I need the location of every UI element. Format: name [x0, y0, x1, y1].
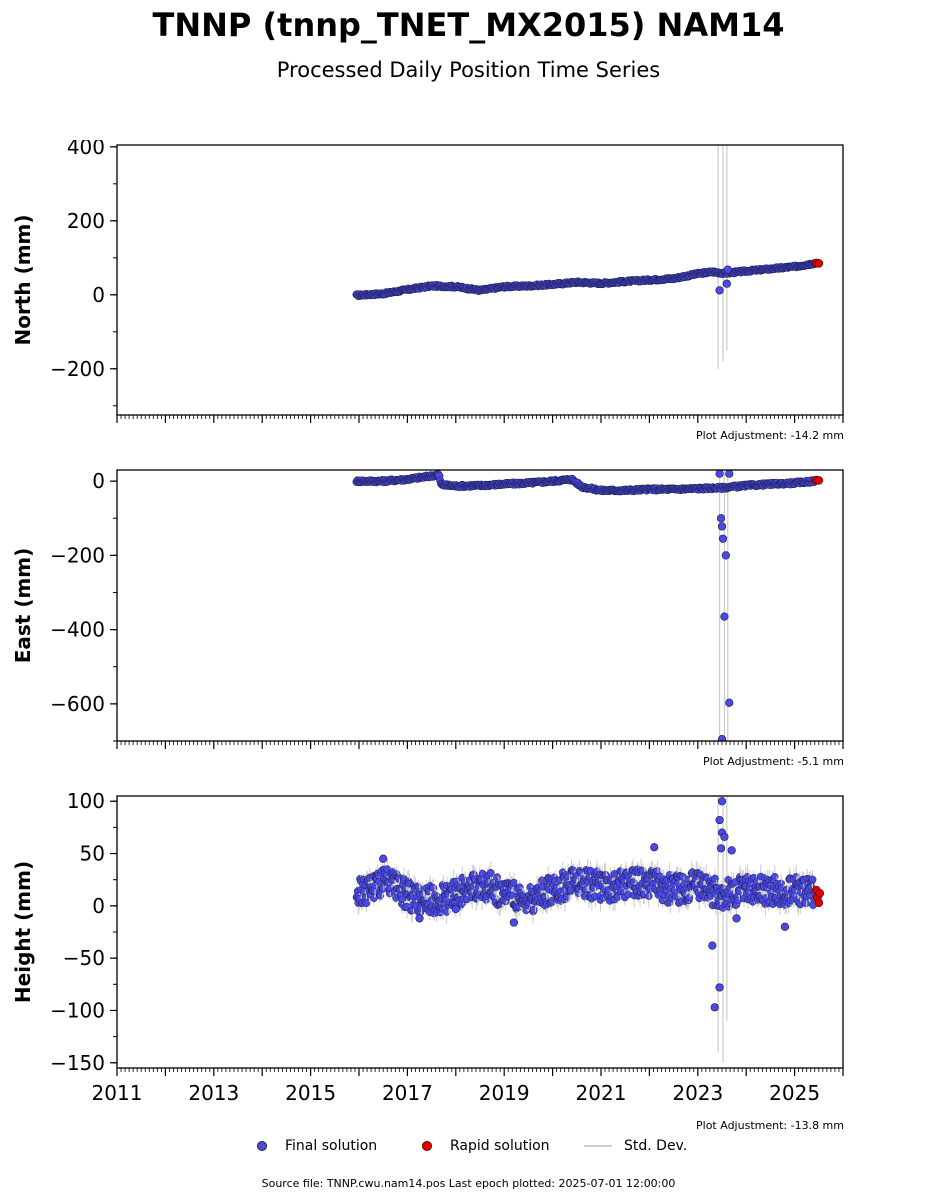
rapid-point	[815, 888, 825, 898]
final-point	[725, 470, 734, 478]
north-panel: −200 0 200 400 North (mm)	[0, 140, 937, 430]
y-tick-label: −200	[50, 357, 105, 381]
y-tick-label: −50	[63, 946, 105, 970]
x-tick-label: 2019	[479, 1081, 530, 1105]
legend-rapid-label: Rapid solution	[450, 1138, 550, 1154]
final-point	[715, 286, 724, 295]
final-point	[685, 893, 694, 902]
final-point	[721, 551, 730, 560]
final-point	[711, 874, 719, 883]
final-point	[725, 698, 734, 707]
final-point	[718, 534, 728, 543]
y-tick-label: −600	[50, 692, 105, 716]
legend-std: Std. Dev.	[584, 1138, 687, 1154]
x-tick-label: 2023	[672, 1081, 723, 1105]
final-point	[717, 797, 727, 806]
final-point	[808, 875, 817, 884]
rapid-point	[814, 259, 824, 268]
legend-final-label: Final solution	[285, 1138, 378, 1154]
source-file-note: Source file: TNNP.cwu.nam14.pos Last epo…	[261, 1177, 676, 1190]
legend-std-label: Std. Dev.	[624, 1138, 688, 1154]
height-plot-adjustment: Plot Adjustment: -13.8 mm	[696, 1119, 844, 1132]
east-plot-adjustment: Plot Adjustment: -5.1 mm	[703, 755, 844, 768]
y-tick-label: 0	[92, 469, 105, 493]
final-point	[770, 873, 779, 881]
plot-area	[352, 796, 825, 1063]
height-panel: −150 −100 −50 0 50 100 2011 2013 2015 2017 2019 202…	[0, 791, 937, 1111]
final-point	[716, 844, 726, 853]
y-axis-label: Height (mm)	[11, 861, 35, 1003]
east-panel: −600 −400 −200 0 East (mm)	[0, 465, 937, 755]
y-tick-label: 400	[67, 140, 105, 159]
chart-subtitle: Processed Daily Position Time Series	[276, 58, 661, 82]
y-tick-label: 0	[92, 283, 105, 307]
y-tick-label: −150	[50, 1051, 105, 1075]
final-point	[451, 904, 460, 914]
rapid-point	[814, 476, 824, 485]
final-point	[442, 908, 451, 916]
y-tick-label: 0	[92, 894, 105, 918]
final-point	[429, 883, 438, 892]
final-point	[715, 815, 724, 825]
legend-final: Final solution	[257, 1138, 377, 1154]
final-solution-marker-icon	[257, 1141, 267, 1151]
final-point	[509, 918, 518, 927]
final-point	[379, 854, 388, 863]
x-tick-label: 2017	[382, 1081, 433, 1105]
north-plot-adjustment: Plot Adjustment: -14.2 mm	[696, 429, 844, 442]
final-point	[802, 899, 810, 908]
x-tick-label: 2025	[769, 1081, 820, 1105]
y-tick-label: −100	[50, 998, 105, 1022]
final-point	[722, 279, 731, 288]
final-point	[720, 612, 729, 621]
final-point	[710, 1003, 719, 1012]
x-tick-label: 2011	[92, 1081, 143, 1105]
final-point	[415, 914, 424, 923]
plot-frame	[116, 469, 844, 742]
final-point	[723, 265, 732, 274]
rapid-point	[814, 898, 824, 908]
final-point	[672, 892, 680, 901]
final-point	[780, 922, 790, 931]
height-plot: −150 −100 −50 0 50 100 2011 2013 2015 2017 2019 202…	[11, 791, 844, 1105]
final-point	[529, 905, 538, 914]
final-point	[715, 470, 724, 478]
final-point	[715, 983, 724, 992]
final-point	[727, 846, 736, 855]
plot-area	[352, 145, 824, 369]
final-point	[720, 832, 729, 841]
y-tick-label: 200	[67, 209, 105, 233]
x-tick-label: 2013	[188, 1081, 239, 1105]
plot-frame	[116, 144, 844, 416]
std-dev-line-icon	[584, 1145, 612, 1147]
final-point	[486, 868, 495, 877]
x-tick-label: 2015	[285, 1081, 336, 1105]
chart-title: TNNP (tnnp_TNET_MX2015) NAM14	[152, 6, 785, 44]
final-point	[708, 941, 717, 950]
final-point	[732, 914, 741, 923]
final-point	[644, 892, 653, 900]
y-tick-label: −200	[50, 543, 105, 567]
rapid-solution-marker-icon	[422, 1141, 432, 1151]
plot-frame	[116, 795, 844, 1069]
y-axis-label: East (mm)	[11, 548, 35, 664]
y-tick-label: −400	[50, 618, 105, 642]
plot-area	[352, 470, 824, 741]
east-plot: −600 −400 −200 0 East (mm)	[11, 469, 844, 749]
y-tick-label: 50	[80, 842, 105, 866]
north-plot: −200 0 200 400 North (mm)	[11, 140, 844, 423]
final-point	[717, 522, 727, 531]
final-point	[717, 735, 727, 741]
final-point	[650, 843, 659, 852]
y-tick-label: 100	[67, 791, 105, 813]
y-axis-label: North (mm)	[11, 214, 35, 345]
final-point	[716, 514, 726, 523]
x-tick-label: 2021	[576, 1081, 627, 1105]
legend-rapid: Rapid solution	[422, 1138, 550, 1154]
